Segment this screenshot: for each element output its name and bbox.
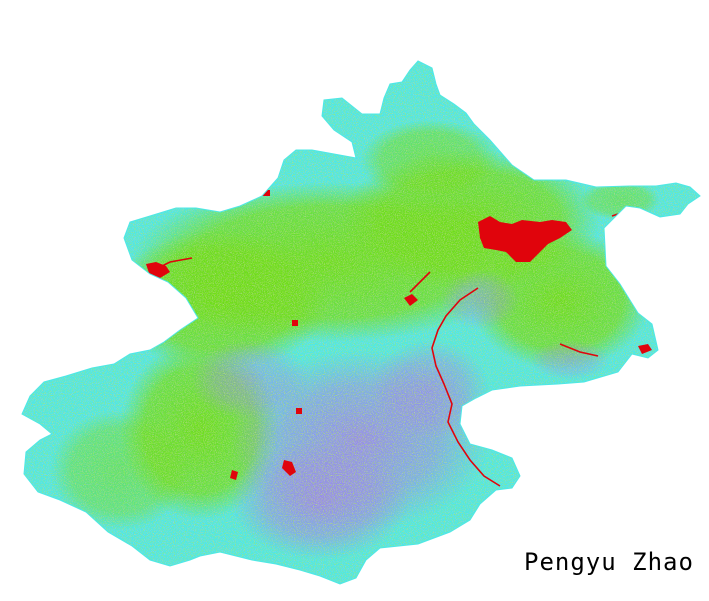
red-class-patches	[146, 190, 652, 480]
author-credit: Pengyu Zhao	[524, 548, 694, 576]
